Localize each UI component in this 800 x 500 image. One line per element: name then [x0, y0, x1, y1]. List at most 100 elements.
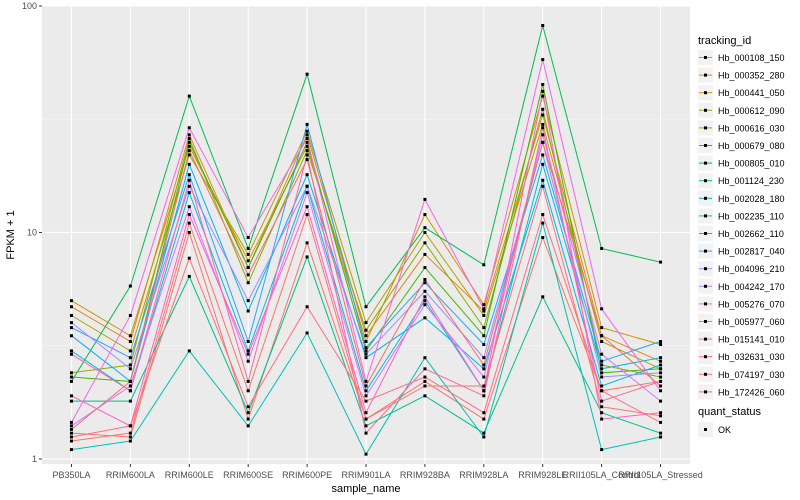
legend-item: Hb_002662_110: [698, 226, 784, 241]
data-point: [364, 384, 368, 388]
legend-key-point: [704, 390, 707, 394]
legend-item: Hb_172426_060: [698, 384, 785, 400]
data-point: [541, 162, 545, 166]
data-point: [69, 420, 73, 424]
y-axis: 1 10 100: [22, 1, 42, 464]
legend-item: Hb_000441_050: [698, 85, 785, 101]
legend-item: Hb_002235_110: [698, 208, 784, 224]
x-tick-label: RRIM928LE: [518, 470, 567, 480]
legend-item: Hb_005276_070: [698, 296, 785, 312]
data-point: [541, 140, 545, 144]
data-point: [423, 266, 427, 270]
legend-label: Hb_002235_110: [718, 211, 784, 221]
grid: [42, 5, 690, 464]
data-point: [423, 295, 427, 299]
x-tick-label: RRIM928LA: [459, 470, 508, 480]
data-point: [305, 158, 309, 162]
data-point: [128, 439, 132, 443]
data-point: [423, 277, 427, 281]
x-tick-label: RRIM901LA: [341, 470, 390, 480]
legend-label: Hb_005276_070: [718, 299, 785, 309]
legend-key-point: [704, 56, 707, 59]
data-point: [423, 384, 427, 388]
data-point: [69, 399, 73, 403]
legend-key-point: [704, 232, 707, 235]
data-point: [541, 221, 545, 225]
legend-label: Hb_000352_280: [718, 71, 785, 81]
data-point: [541, 178, 545, 182]
legend-key-point: [704, 337, 707, 341]
data-point: [364, 352, 368, 356]
legend-label: Hb_005977_060: [718, 317, 785, 327]
data-point: [364, 399, 368, 403]
legend-item: Hb_015141_010: [698, 331, 785, 347]
data-point: [482, 431, 486, 435]
data-point: [246, 352, 250, 356]
data-point: [600, 307, 604, 311]
data-point: [305, 122, 309, 126]
data-point: [305, 331, 309, 335]
data-point: [600, 334, 604, 338]
data-point: [128, 424, 132, 428]
data-point: [659, 379, 663, 383]
x-tick-label: RRII105LA_Control: [563, 470, 641, 480]
data-point: [659, 367, 663, 371]
data-point: [600, 371, 604, 375]
data-point: [246, 259, 250, 263]
data-point: [128, 379, 132, 383]
data-point: [482, 263, 486, 267]
data-point: [600, 448, 604, 452]
data-point: [246, 417, 250, 421]
data-point: [187, 153, 191, 157]
data-point: [659, 340, 663, 344]
data-point: [600, 375, 604, 379]
data-point: [364, 394, 368, 398]
data-point: [246, 266, 250, 270]
data-point: [69, 394, 73, 398]
data-point: [305, 133, 309, 137]
data-point: [305, 140, 309, 144]
legend-item: Hb_001124_230: [698, 173, 784, 189]
data-point: [69, 299, 73, 303]
data-point: [305, 136, 309, 140]
data-point: [659, 411, 663, 415]
data-point: [423, 394, 427, 398]
data-point: [659, 399, 663, 403]
data-point: [246, 349, 250, 353]
data-point: [246, 281, 250, 285]
data-point: [69, 352, 73, 356]
data-point: [128, 363, 132, 367]
data-point: [246, 273, 250, 277]
data-point: [187, 140, 191, 144]
data-point: [600, 340, 604, 344]
legend-key-point: [704, 91, 707, 95]
data-point: [69, 321, 73, 325]
data-point: [423, 226, 427, 230]
data-point: [246, 379, 250, 383]
data-point: [600, 411, 604, 415]
data-point: [659, 260, 663, 264]
data-point: [69, 313, 73, 317]
data-point: [128, 313, 132, 317]
y-tick-label: 10: [27, 227, 37, 237]
legend-item: Hb_005977_060: [698, 314, 785, 329]
data-point: [600, 326, 604, 330]
data-point: [482, 356, 486, 360]
y-tick-label: 1: [32, 454, 37, 464]
data-point: [187, 349, 191, 353]
legend-item: Hb_000612_090: [698, 102, 785, 118]
data-point: [69, 435, 73, 439]
data-point: [600, 389, 604, 393]
data-point: [305, 153, 309, 157]
data-point: [69, 326, 73, 330]
data-point: [600, 363, 604, 367]
data-point: [305, 144, 309, 148]
legend-key-point: [704, 161, 707, 165]
data-point: [541, 107, 545, 111]
legend-label: Hb_002817_040: [718, 247, 785, 257]
legend-item: Hb_074197_030: [698, 366, 785, 382]
data-point: [659, 356, 663, 360]
data-point: [423, 379, 427, 383]
data-point: [482, 326, 486, 330]
legend-key-point: [704, 214, 707, 218]
